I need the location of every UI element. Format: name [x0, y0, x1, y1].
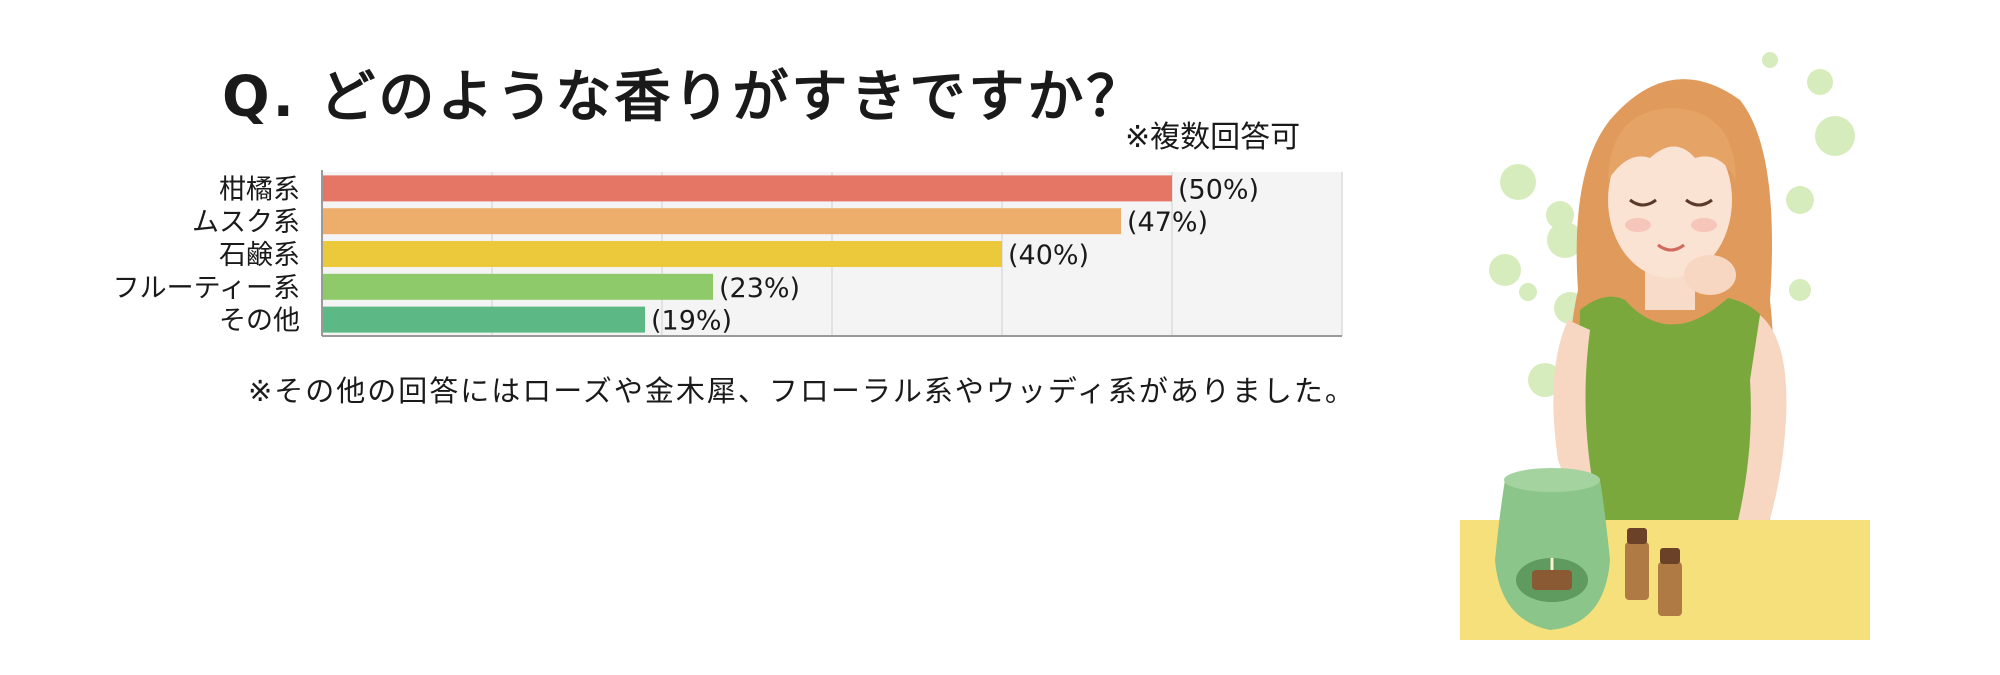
- value-label: (50%): [1178, 174, 1259, 205]
- category-label: フルーティー系: [113, 273, 300, 304]
- right-arm: [1732, 315, 1787, 550]
- bar: [322, 175, 1172, 202]
- closed-eye-right: [1685, 198, 1713, 207]
- aroma-diffuser-icon: [1495, 468, 1610, 630]
- bar: [322, 306, 645, 333]
- dress: [1575, 296, 1770, 520]
- value-label: (40%): [1008, 240, 1089, 271]
- value-label: (47%): [1127, 207, 1208, 238]
- chart-title: Q. どのような香りがすきですか？: [222, 65, 1146, 130]
- oil-bottle-icon: [1625, 528, 1682, 616]
- multiple-answers-note: ※複数回答可: [1125, 120, 1301, 155]
- hand: [1684, 255, 1736, 295]
- bar: [322, 241, 1002, 267]
- other-answers-footnote: ※その他の回答にはローズや金木犀、フローラル系やウッディ系がありました。: [248, 374, 1356, 408]
- closed-eye-left: [1629, 198, 1657, 207]
- category-label: ムスク系: [192, 207, 300, 238]
- bar: [322, 208, 1121, 235]
- value-label: (23%): [719, 273, 800, 304]
- smile: [1657, 243, 1685, 252]
- value-label: (19%): [651, 306, 732, 337]
- face: [1608, 122, 1732, 278]
- category-label: 石鹸系: [219, 240, 300, 271]
- bars: [322, 175, 1172, 333]
- value-labels: (50%)(47%) (40%) (23%)(19%): [651, 174, 1259, 336]
- hair-bangs: [1608, 108, 1736, 180]
- woman-aroma-illustration: [1460, 52, 1870, 640]
- category-label: 柑橘系: [219, 174, 300, 205]
- category-label: その他: [219, 306, 300, 337]
- bar: [322, 273, 713, 300]
